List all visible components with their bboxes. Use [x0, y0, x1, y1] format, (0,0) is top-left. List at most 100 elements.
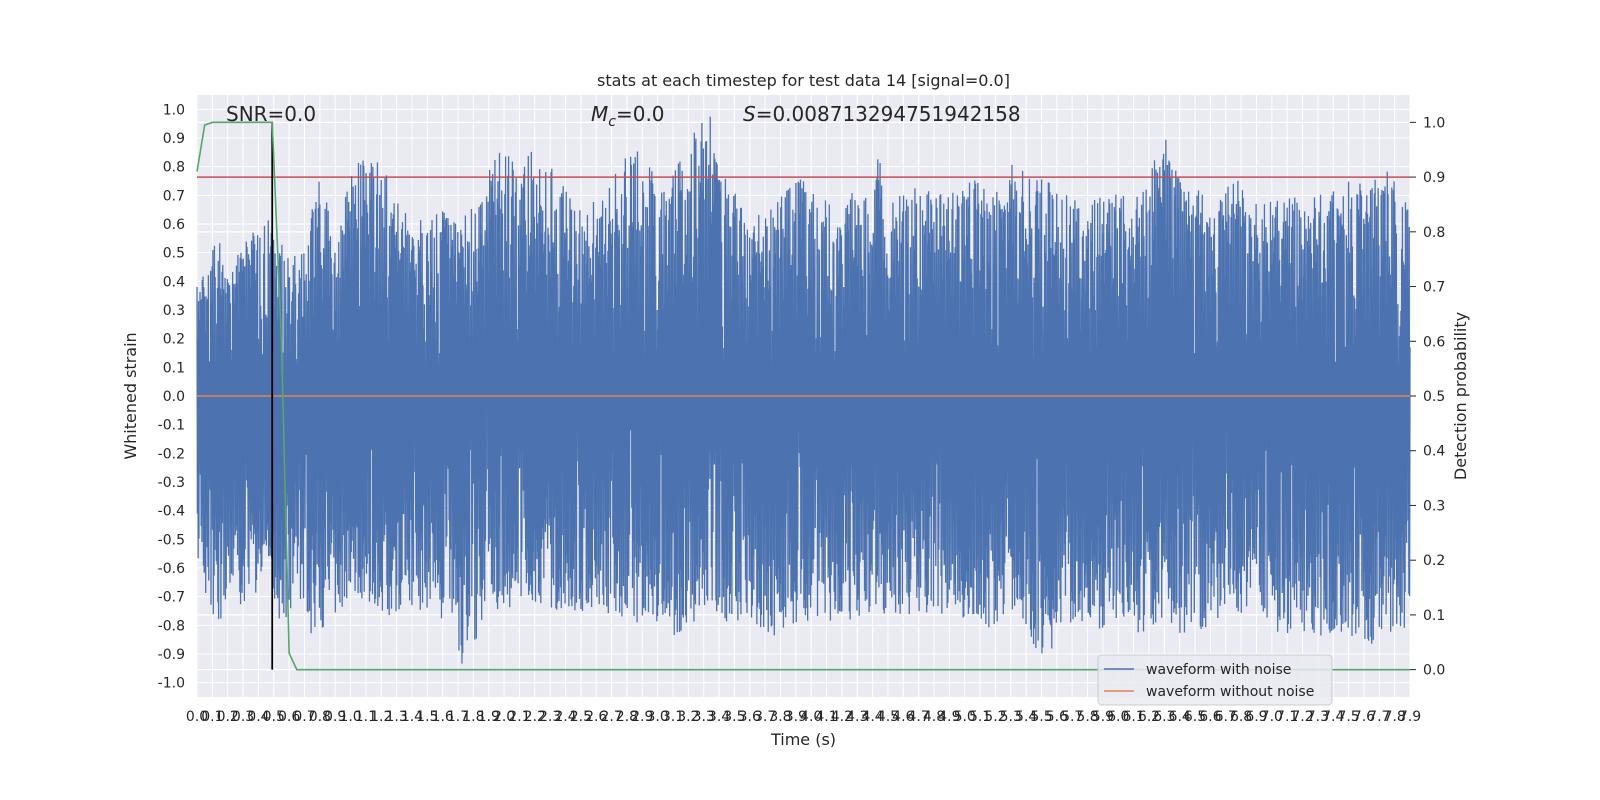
x-tick-label: 0.2 — [217, 709, 239, 725]
x-tick-label: 5.3 — [1000, 709, 1022, 725]
x-tick-label: 1.7 — [447, 709, 469, 725]
x-tick-label: 4.8 — [923, 709, 945, 725]
y-tick-label: -0.3 — [158, 475, 185, 491]
x-tick-label: 4.4 — [861, 709, 883, 725]
right-y-tick-label: 0.4 — [1423, 444, 1445, 460]
y-tick-label: -0.8 — [158, 618, 185, 634]
x-tick-label: 2.6 — [585, 709, 607, 725]
y-axis-label: Whitened strain — [121, 332, 140, 459]
x-tick-label: 7.2 — [1291, 709, 1313, 725]
x-tick-label: 7.4 — [1322, 709, 1344, 725]
x-tick-label: 5.6 — [1046, 709, 1068, 725]
x-tick-label: 7.6 — [1353, 709, 1375, 725]
y-tick-label: -0.5 — [158, 532, 185, 548]
legend-label-waveform-with-noise: waveform with noise — [1146, 662, 1291, 678]
x-tick-label: 0.0 — [186, 709, 208, 725]
x-tick-label: 1.3 — [385, 709, 407, 725]
y-tick-label: 0.3 — [163, 303, 185, 319]
x-tick-label: 0.1 — [201, 709, 223, 725]
x-tick-label: 6.5 — [1184, 709, 1206, 725]
right-y-tick-label: 0.3 — [1423, 498, 1445, 514]
x-tick-label: 5.4 — [1015, 709, 1037, 725]
y-axis-label-right: Detection probability — [1451, 312, 1470, 480]
mc-subscript: c — [608, 114, 616, 130]
x-tick-label: 5.2 — [984, 709, 1006, 725]
y-tick-label: -0.9 — [158, 647, 185, 663]
x-tick-label: 1.6 — [432, 709, 454, 725]
x-tick-label: 6.9 — [1245, 709, 1267, 725]
y-tick-label: 0.6 — [163, 217, 185, 233]
y-tick-label: 0.4 — [163, 274, 185, 290]
x-tick-label: 6.8 — [1230, 709, 1252, 725]
x-tick-label: 7.7 — [1368, 709, 1390, 725]
x-tick-label: 4.5 — [877, 709, 899, 725]
x-tick-label: 3.3 — [693, 709, 715, 725]
y-tick-label: 0.5 — [163, 246, 185, 262]
x-tick-label: 0.7 — [293, 709, 315, 725]
x-tick-label: 4.0 — [800, 709, 822, 725]
legend: waveform with noise waveform without noi… — [1097, 654, 1333, 706]
x-tick-label: 7.3 — [1307, 709, 1329, 725]
legend-label-waveform-without-noise: waveform without noise — [1146, 684, 1314, 700]
x-tick-label: 3.2 — [677, 709, 699, 725]
y-tick-label: 0.1 — [163, 360, 185, 376]
y-tick-label: -1.0 — [158, 676, 185, 692]
x-axis-label: Time (s) — [770, 730, 836, 749]
x-tick-label: 2.8 — [616, 709, 638, 725]
x-tick-label: 5.9 — [1092, 709, 1114, 725]
series-waveform-with-noise — [196, 116, 1411, 664]
chart-title: stats at each timestep for test data 14 … — [597, 71, 1010, 90]
y-tick-label: 0.0 — [163, 389, 185, 405]
y-tick-label: 0.9 — [163, 131, 185, 147]
x-tick-label: 2.7 — [600, 709, 622, 725]
s-value: =0.008713294751942158 — [756, 102, 1021, 126]
x-tick-label: 2.9 — [631, 709, 653, 725]
x-tick-label: 2.3 — [539, 709, 561, 725]
x-tick-label: 3.9 — [785, 709, 807, 725]
x-tick-label: 5.1 — [969, 709, 991, 725]
x-tick-label: 0.6 — [278, 709, 300, 725]
x-tick-label: 2.5 — [570, 709, 592, 725]
x-tick-label: 3.7 — [754, 709, 776, 725]
x-tick-label: 0.9 — [324, 709, 346, 725]
right-y-tick-label: 1.0 — [1423, 115, 1445, 131]
detection-probability-line — [196, 121, 1410, 671]
x-tick-label: 5.7 — [1061, 709, 1083, 725]
right-y-tick-label: 0.9 — [1423, 170, 1445, 186]
y-tick-label: -0.7 — [158, 590, 185, 606]
y-tick-label: -0.4 — [158, 504, 185, 520]
y-tick-label: -0.1 — [158, 418, 185, 434]
right-y-tick-label: 0.0 — [1423, 663, 1445, 679]
x-tick-label: 3.8 — [769, 709, 791, 725]
chirp-mass-annotation: Mc=0.0 — [591, 102, 665, 130]
x-tick-label: 3.4 — [708, 709, 730, 725]
right-y-ticks: 1.0 0.9 0.8 0.7 0.6 0.5 0.4 0.3 0.2 0.1 0.0 — [1410, 115, 1445, 679]
score-annotation: S=0.008713294751942158 — [743, 102, 1021, 126]
x-tick-label: 7.0 — [1261, 709, 1283, 725]
x-tick-label: 4.2 — [831, 709, 853, 725]
x-tick-label: 4.1 — [815, 709, 837, 725]
x-tick-label: 1.0 — [339, 709, 361, 725]
x-tick-label: 4.3 — [846, 709, 868, 725]
x-tick-label: 1.2 — [370, 709, 392, 725]
x-tick-label: 6.0 — [1107, 709, 1129, 725]
y-tick-label: 1.0 — [163, 102, 185, 118]
x-tick-label: 0.8 — [309, 709, 331, 725]
y-tick-label: -0.6 — [158, 561, 185, 577]
y-tick-label: -0.2 — [158, 446, 185, 462]
x-tick-label: 6.3 — [1153, 709, 1175, 725]
x-tick-label: 4.7 — [908, 709, 930, 725]
x-tick-label: 1.1 — [355, 709, 377, 725]
x-tick-label: 6.2 — [1138, 709, 1160, 725]
x-tick-label: 6.7 — [1215, 709, 1237, 725]
x-tick-label: 7.9 — [1399, 709, 1421, 725]
legend-box — [1097, 654, 1333, 706]
x-tick-label: 0.3 — [232, 709, 254, 725]
x-tick-label: 0.4 — [247, 709, 269, 725]
x-tick-label: 7.8 — [1384, 709, 1406, 725]
right-y-tick-label: 0.2 — [1423, 553, 1445, 569]
x-tick-label: 6.4 — [1169, 709, 1191, 725]
x-tick-label: 3.5 — [723, 709, 745, 725]
waveform-with-noise-line — [196, 116, 1411, 664]
